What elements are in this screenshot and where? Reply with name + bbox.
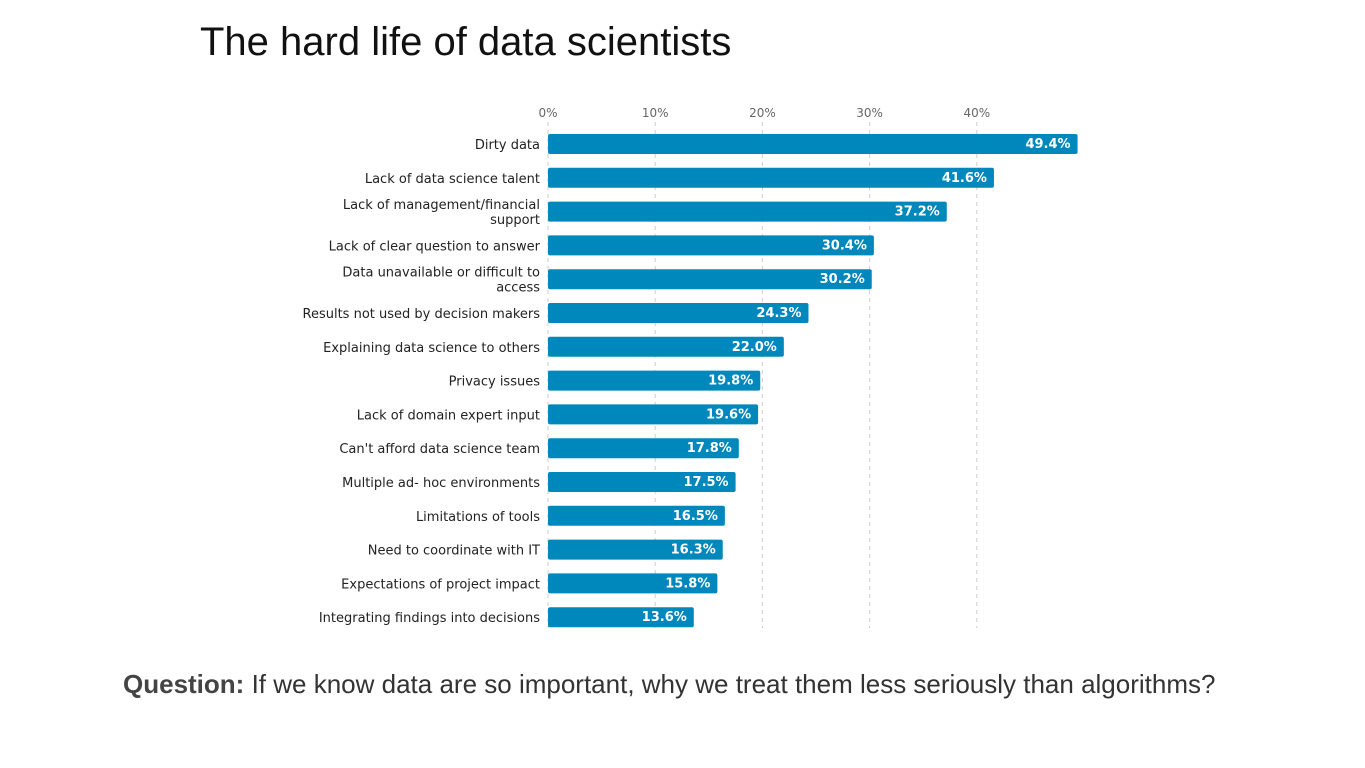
category-label: Data unavailable or difficult to access: [342, 266, 540, 296]
bar: [548, 472, 736, 492]
bar-value-label: 24.3%: [756, 306, 801, 321]
bar: [548, 438, 739, 459]
bar-value-label: 15.8%: [665, 576, 710, 591]
category-label-line: access: [496, 281, 540, 296]
category-label: Need to coordinate with IT: [368, 544, 540, 559]
bar: [548, 134, 1078, 154]
category-label: Lack of clear question to answer: [329, 239, 541, 254]
category-label-line: Results not used by decision makers: [303, 307, 541, 322]
category-label: Limitations of tools: [416, 510, 540, 525]
category-label-line: Dirty data: [475, 138, 540, 153]
category-label-line: support: [490, 213, 540, 228]
x-tick-label: 10%: [642, 106, 669, 120]
category-label-line: Expectations of project impact: [341, 577, 540, 592]
category-label: Lack of domain expert input: [357, 408, 540, 423]
bar-value-label: 17.8%: [687, 441, 732, 456]
category-labels: Dirty data Lack of data science talent Lac…: [303, 138, 541, 626]
category-label-line: Lack of management/financial: [343, 198, 540, 213]
bar-value-label: 22.0%: [732, 340, 777, 355]
category-label: Privacy issues: [449, 375, 541, 390]
bar-chart: 0% 10% 20% 30% 40% Dirty data Lack of data sc…: [303, 106, 1078, 628]
category-label-line: Can't afford data science team: [339, 442, 540, 457]
bar-value-label: 16.5%: [673, 509, 718, 524]
slide-title: The hard life of data scientists: [200, 20, 732, 64]
category-label: Dirty data: [475, 138, 540, 153]
category-label-line: Explaining data science to others: [323, 341, 540, 356]
bar: [548, 607, 694, 628]
bar-value-label: 30.2%: [820, 272, 865, 287]
x-tick-label: 40%: [963, 106, 990, 120]
category-label: Expectations of project impact: [341, 577, 540, 592]
category-label: Results not used by decision makers: [303, 307, 541, 322]
bar-value-label: 37.2%: [895, 205, 940, 220]
bar: [548, 269, 872, 290]
category-label: Integrating findings into decisions: [319, 611, 540, 626]
x-tick-label: 0%: [538, 106, 557, 120]
bar: [548, 336, 784, 357]
bar-value-label: 19.6%: [706, 407, 751, 422]
category-label: Lack of management/financial support: [343, 198, 540, 228]
value-labels: 49.4% 41.6% 37.2% 30.4% 30.2% 24.3% 22.0% 19.8%…: [642, 137, 1071, 625]
bar: [548, 303, 809, 323]
category-label: Lack of data science talent: [365, 172, 540, 187]
category-label-line: Data unavailable or difficult to: [342, 266, 540, 281]
x-tick-label: 30%: [856, 106, 883, 120]
question-label: Question:: [123, 669, 245, 699]
bar: [548, 505, 725, 526]
bar-value-label: 19.8%: [708, 374, 753, 389]
category-label-line: Lack of domain expert input: [357, 408, 540, 423]
question-body: If we know data are so important, why we…: [251, 669, 1216, 699]
bars: [548, 134, 1078, 628]
bar: [548, 235, 874, 256]
bar-value-label: 49.4%: [1025, 137, 1070, 152]
bar-value-label: 16.3%: [671, 543, 716, 558]
category-label: Explaining data science to others: [323, 341, 540, 356]
x-tick-label: 20%: [749, 106, 776, 120]
bar: [548, 370, 761, 391]
category-label-line: Multiple ad- hoc environments: [342, 476, 540, 491]
category-label: Can't afford data science team: [339, 442, 540, 457]
category-label-line: Need to coordinate with IT: [368, 544, 540, 559]
bar: [548, 539, 723, 560]
bar: [548, 573, 718, 594]
category-label-line: Integrating findings into decisions: [319, 611, 540, 626]
bar-value-label: 13.6%: [642, 610, 687, 625]
bar-value-label: 30.4%: [822, 238, 867, 253]
category-label-line: Lack of clear question to answer: [329, 239, 541, 254]
category-label-line: Lack of data science talent: [365, 172, 540, 187]
bar-value-label: 17.5%: [683, 475, 728, 490]
bar: [548, 167, 994, 188]
question-text-block: Question: If we know data are so importa…: [123, 668, 1223, 700]
bar-value-label: 41.6%: [942, 171, 987, 186]
category-label: Multiple ad- hoc environments: [342, 476, 540, 491]
x-axis-ticks: 0% 10% 20% 30% 40%: [538, 106, 990, 120]
bar: [548, 201, 947, 222]
bar: [548, 404, 759, 425]
category-label-line: Privacy issues: [449, 375, 541, 390]
category-label-line: Limitations of tools: [416, 510, 540, 525]
